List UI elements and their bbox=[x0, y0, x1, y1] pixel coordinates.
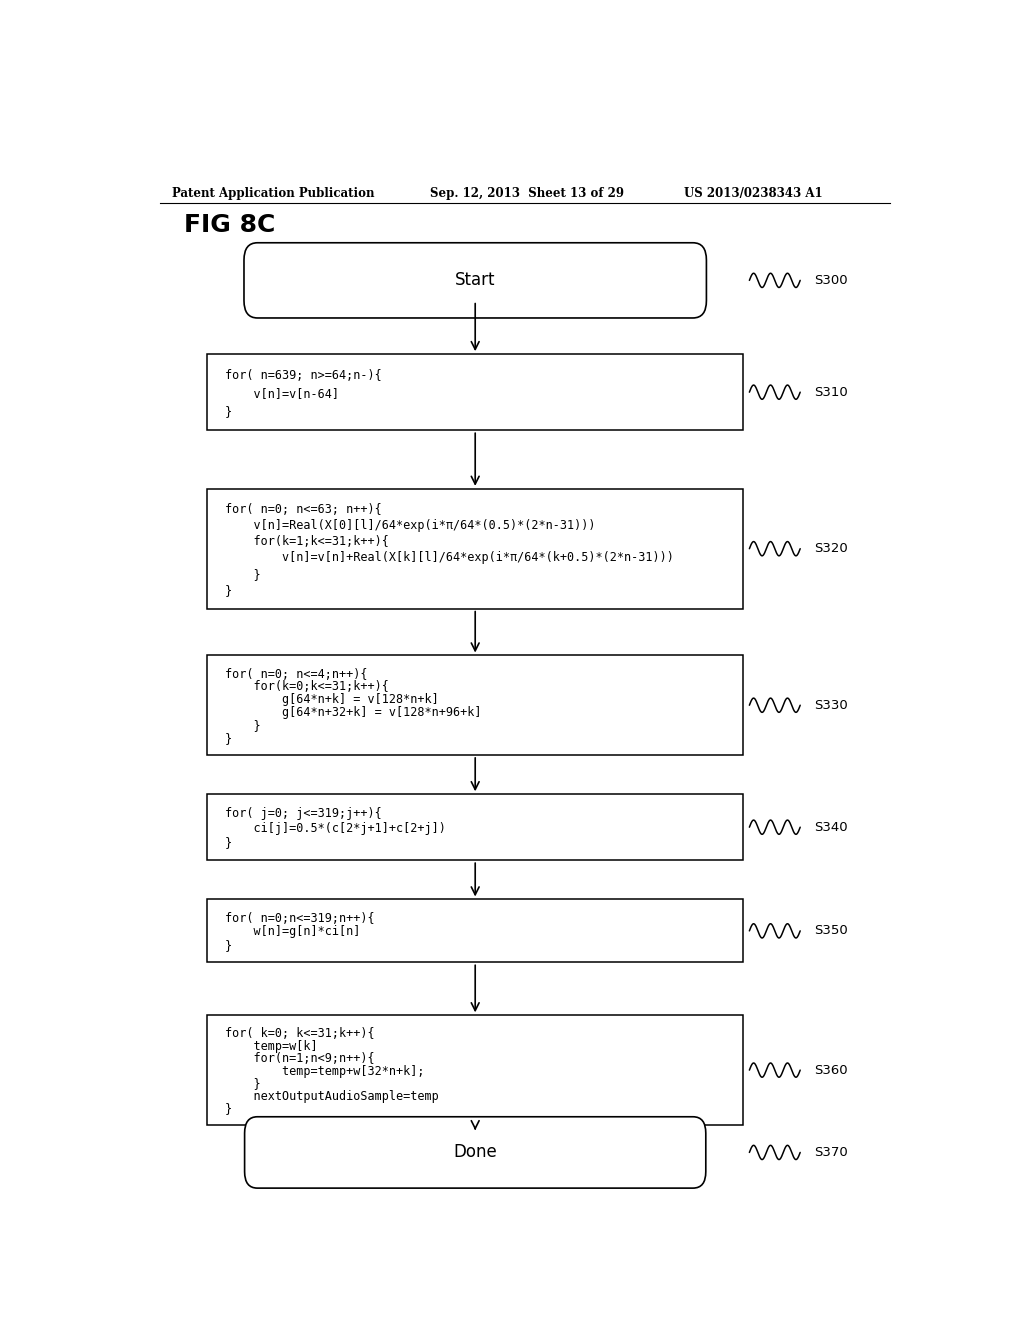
Text: g[64*n+k] = v[128*n+k]: g[64*n+k] = v[128*n+k] bbox=[225, 693, 438, 706]
Text: S370: S370 bbox=[814, 1146, 848, 1159]
Text: S320: S320 bbox=[814, 543, 848, 556]
Text: v[n]=Real(X[0][l]/64*exp(i*π/64*(0.5)*(2*n-31))): v[n]=Real(X[0][l]/64*exp(i*π/64*(0.5)*(2… bbox=[225, 519, 595, 532]
Text: S350: S350 bbox=[814, 924, 848, 937]
Text: for( k=0; k<=31;k++){: for( k=0; k<=31;k++){ bbox=[225, 1027, 375, 1040]
FancyBboxPatch shape bbox=[245, 1117, 706, 1188]
FancyBboxPatch shape bbox=[207, 795, 743, 861]
Text: US 2013/0238343 A1: US 2013/0238343 A1 bbox=[684, 187, 822, 201]
Text: }: } bbox=[225, 583, 232, 597]
Text: temp=temp+w[32*n+k];: temp=temp+w[32*n+k]; bbox=[225, 1065, 424, 1077]
Text: }: } bbox=[225, 405, 232, 417]
FancyBboxPatch shape bbox=[207, 354, 743, 430]
Text: }: } bbox=[225, 719, 260, 733]
Text: }: } bbox=[225, 939, 232, 952]
FancyBboxPatch shape bbox=[207, 1015, 743, 1125]
Text: S300: S300 bbox=[814, 273, 848, 286]
Text: ci[j]=0.5*(c[2*j+1]+c[2+j]): ci[j]=0.5*(c[2*j+1]+c[2+j]) bbox=[225, 822, 445, 834]
FancyBboxPatch shape bbox=[207, 899, 743, 962]
Text: for( j=0; j<=319;j++){: for( j=0; j<=319;j++){ bbox=[225, 807, 382, 820]
Text: S340: S340 bbox=[814, 821, 848, 834]
Text: Start: Start bbox=[455, 272, 496, 289]
Text: }: } bbox=[225, 1077, 260, 1090]
Text: for(n=1;n<9;n++){: for(n=1;n<9;n++){ bbox=[225, 1052, 375, 1065]
Text: for(k=0;k<=31;k++){: for(k=0;k<=31;k++){ bbox=[225, 680, 389, 693]
Text: v[n]=v[n]+Real(X[k][l]/64*exp(i*π/64*(k+0.5)*(2*n-31))): v[n]=v[n]+Real(X[k][l]/64*exp(i*π/64*(k+… bbox=[225, 552, 674, 565]
Text: S310: S310 bbox=[814, 385, 848, 399]
Text: }: } bbox=[225, 1102, 232, 1115]
Text: Patent Application Publication: Patent Application Publication bbox=[172, 187, 374, 201]
Text: for(k=1;k<=31;k++){: for(k=1;k<=31;k++){ bbox=[225, 535, 389, 548]
Text: for( n=639; n>=64;n-){: for( n=639; n>=64;n-){ bbox=[225, 368, 382, 381]
Text: S360: S360 bbox=[814, 1064, 848, 1077]
Text: Done: Done bbox=[454, 1143, 497, 1162]
Text: v[n]=v[n-64]: v[n]=v[n-64] bbox=[225, 387, 339, 400]
Text: g[64*n+32+k] = v[128*n+96+k]: g[64*n+32+k] = v[128*n+96+k] bbox=[225, 706, 481, 719]
Text: for( n=0; n<=4;n++){: for( n=0; n<=4;n++){ bbox=[225, 668, 368, 681]
FancyBboxPatch shape bbox=[244, 243, 707, 318]
Text: w[n]=g[n]*ci[n]: w[n]=g[n]*ci[n] bbox=[225, 925, 360, 939]
Text: temp=w[k]: temp=w[k] bbox=[225, 1040, 317, 1052]
Text: for( n=0; n<=63; n++){: for( n=0; n<=63; n++){ bbox=[225, 503, 382, 516]
Text: for( n=0;n<=319;n++){: for( n=0;n<=319;n++){ bbox=[225, 912, 375, 925]
Text: }: } bbox=[225, 568, 260, 581]
Text: }: } bbox=[225, 837, 232, 849]
Text: S330: S330 bbox=[814, 698, 848, 711]
FancyBboxPatch shape bbox=[207, 488, 743, 609]
Text: FIG 8C: FIG 8C bbox=[183, 214, 274, 238]
FancyBboxPatch shape bbox=[207, 656, 743, 755]
Text: nextOutputAudioSample=temp: nextOutputAudioSample=temp bbox=[225, 1089, 438, 1102]
Text: }: } bbox=[225, 731, 232, 744]
Text: Sep. 12, 2013  Sheet 13 of 29: Sep. 12, 2013 Sheet 13 of 29 bbox=[430, 187, 624, 201]
